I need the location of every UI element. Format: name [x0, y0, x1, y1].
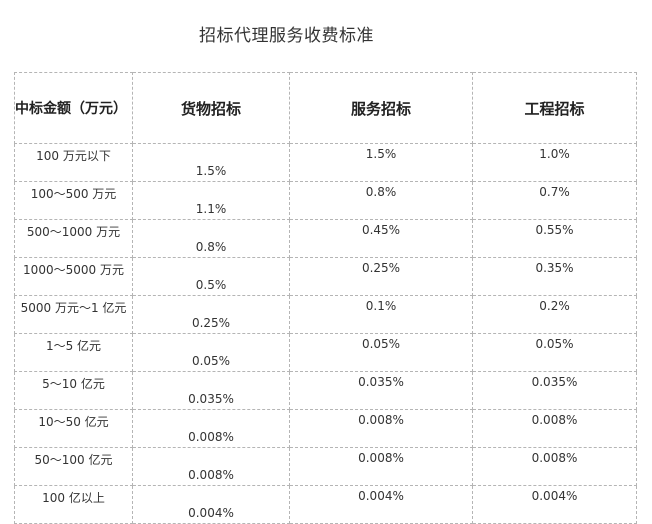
goods-rate-cell: 0.008% — [132, 447, 290, 486]
engineering-rate-cell: 0.008% — [472, 447, 637, 486]
engineering-rate-cell: 0.004% — [472, 485, 637, 524]
table-row: 100 亿以上 0.004% 0.004% 0.004% — [14, 485, 637, 524]
engineering-rate-cell: 0.2% — [472, 295, 637, 334]
engineering-rate-cell: 0.035% — [472, 371, 637, 410]
amount-cell: 5～10 亿元 — [14, 371, 133, 410]
page-title: 招标代理服务收费标准 — [199, 26, 374, 46]
goods-rate-cell: 1.1% — [132, 181, 290, 220]
header-engineering-tender: 工程招标 — [472, 72, 637, 144]
service-rate-cell: 0.05% — [289, 333, 473, 372]
engineering-rate-cell: 0.7% — [472, 181, 637, 220]
goods-rate-cell: 0.004% — [132, 485, 290, 524]
table-row: 5000 万元～1 亿元 0.25% 0.1% 0.2% — [14, 295, 637, 334]
amount-cell: 10～50 亿元 — [14, 409, 133, 448]
amount-cell: 100 万元以下 — [14, 143, 133, 182]
amount-cell: 50～100 亿元 — [14, 447, 133, 486]
goods-rate-cell: 0.8% — [132, 219, 290, 258]
table-row: 1000～5000 万元 0.5% 0.25% 0.35% — [14, 257, 637, 296]
engineering-rate-cell: 1.0% — [472, 143, 637, 182]
amount-cell: 1～5 亿元 — [14, 333, 133, 372]
service-rate-cell: 0.008% — [289, 409, 473, 448]
table-row: 500～1000 万元 0.8% 0.45% 0.55% — [14, 219, 637, 258]
table-row: 50～100 亿元 0.008% 0.008% 0.008% — [14, 447, 637, 486]
engineering-rate-cell: 0.05% — [472, 333, 637, 372]
amount-cell: 100～500 万元 — [14, 181, 133, 220]
table-row: 100 万元以下 1.5% 1.5% 1.0% — [14, 143, 637, 182]
amount-cell: 1000～5000 万元 — [14, 257, 133, 296]
engineering-rate-cell: 0.35% — [472, 257, 637, 296]
goods-rate-cell: 1.5% — [132, 143, 290, 182]
fee-standard-table: 中标金额（万元） 货物招标 服务招标 工程招标 100 万元以下 1.5% 1.… — [14, 72, 637, 524]
service-rate-cell: 0.25% — [289, 257, 473, 296]
engineering-rate-cell: 0.008% — [472, 409, 637, 448]
header-service-tender: 服务招标 — [289, 72, 473, 144]
goods-rate-cell: 0.035% — [132, 371, 290, 410]
table-row: 1～5 亿元 0.05% 0.05% 0.05% — [14, 333, 637, 372]
service-rate-cell: 0.1% — [289, 295, 473, 334]
table-row: 100～500 万元 1.1% 0.8% 0.7% — [14, 181, 637, 220]
header-goods-tender: 货物招标 — [132, 72, 290, 144]
header-winning-amount: 中标金额（万元） — [14, 72, 133, 144]
service-rate-cell: 0.45% — [289, 219, 473, 258]
service-rate-cell: 0.004% — [289, 485, 473, 524]
goods-rate-cell: 0.25% — [132, 295, 290, 334]
service-rate-cell: 0.8% — [289, 181, 473, 220]
amount-cell: 500～1000 万元 — [14, 219, 133, 258]
goods-rate-cell: 0.008% — [132, 409, 290, 448]
table-header-row: 中标金额（万元） 货物招标 服务招标 工程招标 — [14, 72, 637, 144]
service-rate-cell: 0.035% — [289, 371, 473, 410]
table-row: 5～10 亿元 0.035% 0.035% 0.035% — [14, 371, 637, 410]
amount-cell: 5000 万元～1 亿元 — [14, 295, 133, 334]
service-rate-cell: 0.008% — [289, 447, 473, 486]
goods-rate-cell: 0.5% — [132, 257, 290, 296]
service-rate-cell: 1.5% — [289, 143, 473, 182]
amount-cell: 100 亿以上 — [14, 485, 133, 524]
table-row: 10～50 亿元 0.008% 0.008% 0.008% — [14, 409, 637, 448]
goods-rate-cell: 0.05% — [132, 333, 290, 372]
engineering-rate-cell: 0.55% — [472, 219, 637, 258]
